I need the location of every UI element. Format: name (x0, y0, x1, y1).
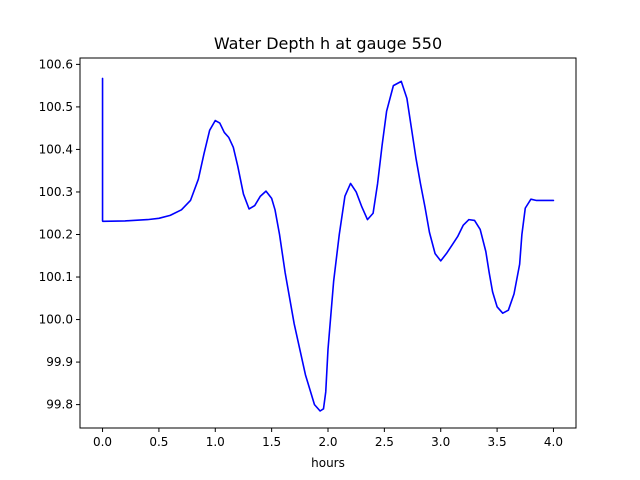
x-tick-label: 1.5 (262, 435, 281, 449)
x-tick-label: 4.0 (544, 435, 563, 449)
x-tick-label: 0.5 (149, 435, 168, 449)
y-tick-label: 99.8 (46, 398, 73, 412)
plot-area (101, 77, 555, 412)
series-line-0 (101, 77, 555, 412)
y-axis: 99.8 99.9 100.0 100.1 100.2 100.3 100.4 100.5 10… (39, 57, 80, 412)
y-tick-label: 100.5 (39, 100, 73, 114)
y-tick-label: 100.0 (39, 313, 73, 327)
x-tick-label: 3.5 (488, 435, 507, 449)
x-axis-label: hours (311, 456, 345, 470)
x-tick-label: 0.0 (93, 435, 112, 449)
y-tick-label: 100.4 (39, 142, 73, 156)
x-tick-label: 2.0 (318, 435, 337, 449)
x-tick-label: 3.0 (431, 435, 450, 449)
y-tick-label: 100.1 (39, 270, 73, 284)
y-tick-label: 100.6 (39, 57, 73, 71)
y-tick-label: 100.3 (39, 185, 73, 199)
y-tick-label: 99.9 (46, 355, 73, 369)
x-tick-label: 2.5 (375, 435, 394, 449)
y-tick-label: 100.2 (39, 227, 73, 241)
x-tick-label: 1.0 (206, 435, 225, 449)
x-axis: 0.0 0.5 1.0 1.5 2.0 2.5 3.0 3.5 4.0 (93, 428, 563, 449)
chart-title: Water Depth h at gauge 550 (214, 34, 442, 53)
